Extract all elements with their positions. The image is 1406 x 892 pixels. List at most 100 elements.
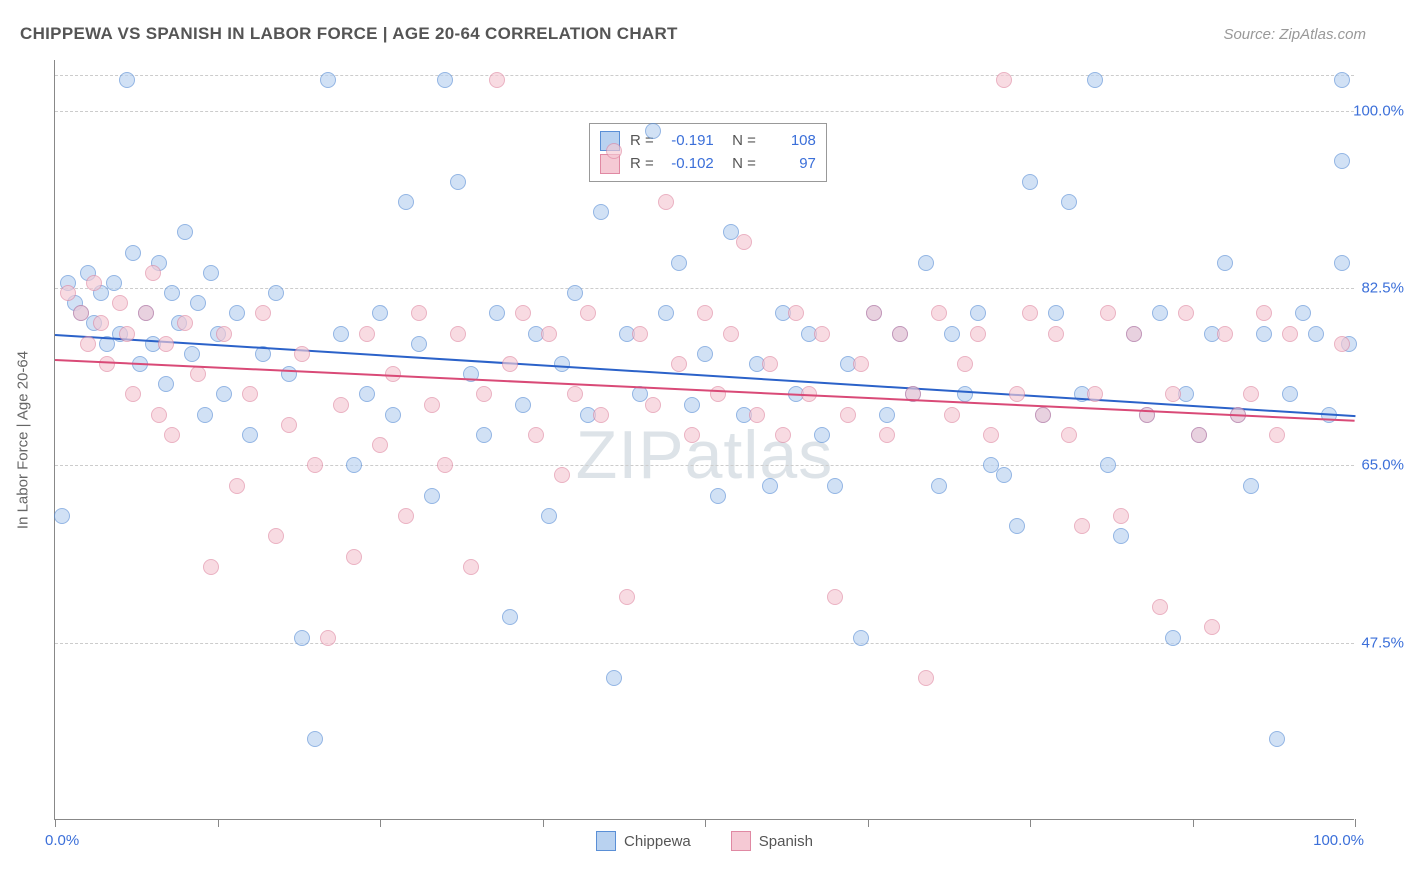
scatter-point <box>1126 326 1142 342</box>
scatter-point <box>138 305 154 321</box>
x-axis-tick <box>380 819 381 827</box>
scatter-point <box>1100 305 1116 321</box>
scatter-point <box>632 326 648 342</box>
n-label: N = <box>724 130 756 153</box>
scatter-point <box>970 326 986 342</box>
scatter-point <box>1022 174 1038 190</box>
scatter-point <box>567 386 583 402</box>
r-value: -0.102 <box>664 153 714 176</box>
scatter-point <box>1334 336 1350 352</box>
scatter-point <box>372 305 388 321</box>
scatter-point <box>827 589 843 605</box>
scatter-point <box>762 356 778 372</box>
scatter-point <box>931 478 947 494</box>
scatter-point <box>1282 386 1298 402</box>
scatter-point <box>1204 619 1220 635</box>
y-axis-tick-label: 100.0% <box>1353 102 1404 119</box>
scatter-point <box>541 508 557 524</box>
scatter-point <box>203 559 219 575</box>
y-axis-tick-label: 47.5% <box>1361 634 1404 651</box>
scatter-point <box>476 427 492 443</box>
scatter-point <box>580 305 596 321</box>
legend-item: Chippewa <box>596 831 691 851</box>
scatter-point <box>1282 326 1298 342</box>
scatter-point <box>918 670 934 686</box>
scatter-point <box>112 295 128 311</box>
scatter-point <box>671 356 687 372</box>
scatter-point <box>346 549 362 565</box>
scatter-point <box>619 589 635 605</box>
scatter-point <box>1100 457 1116 473</box>
scatter-point <box>177 224 193 240</box>
scatter-point <box>281 366 297 382</box>
scatter-point <box>184 346 200 362</box>
scatter-point <box>684 397 700 413</box>
x-axis-tick <box>55 819 56 827</box>
scatter-point <box>879 427 895 443</box>
scatter-point <box>957 386 973 402</box>
scatter-point <box>788 305 804 321</box>
scatter-point <box>853 356 869 372</box>
scatter-point <box>710 488 726 504</box>
scatter-point <box>671 255 687 271</box>
scatter-point <box>229 305 245 321</box>
scatter-point <box>268 285 284 301</box>
scatter-point <box>658 305 674 321</box>
scatter-point <box>515 305 531 321</box>
source-attribution: Source: ZipAtlas.com <box>1223 26 1366 43</box>
scatter-point <box>333 397 349 413</box>
scatter-point <box>775 427 791 443</box>
scatter-point <box>151 407 167 423</box>
legend-label: Chippewa <box>624 833 691 850</box>
n-value: 108 <box>766 130 816 153</box>
scatter-point <box>164 427 180 443</box>
scatter-point <box>1061 194 1077 210</box>
x-axis-tick <box>1355 819 1356 827</box>
legend-swatch <box>731 831 751 851</box>
x-axis-tick <box>1030 819 1031 827</box>
scatter-point <box>1061 427 1077 443</box>
scatter-point <box>346 457 362 473</box>
scatter-point <box>1191 427 1207 443</box>
scatter-point <box>307 731 323 747</box>
scatter-point <box>645 397 661 413</box>
scatter-point <box>320 630 336 646</box>
scatter-point <box>106 275 122 291</box>
scatter-point <box>385 407 401 423</box>
scatter-point <box>216 326 232 342</box>
y-axis-title: In Labor Force | Age 20-64 <box>15 350 32 528</box>
scatter-point <box>515 397 531 413</box>
scatter-point <box>145 265 161 281</box>
scatter-point <box>125 386 141 402</box>
legend-swatch <box>596 831 616 851</box>
scatter-point <box>827 478 843 494</box>
scatter-point <box>931 305 947 321</box>
gridline <box>55 75 1354 76</box>
scatter-point <box>307 457 323 473</box>
scatter-point <box>1295 305 1311 321</box>
scatter-point <box>983 427 999 443</box>
scatter-point <box>1256 305 1272 321</box>
chart-title: CHIPPEWA VS SPANISH IN LABOR FORCE | AGE… <box>20 24 678 44</box>
scatter-point <box>333 326 349 342</box>
scatter-point <box>840 407 856 423</box>
scatter-point <box>1048 326 1064 342</box>
scatter-point <box>684 427 700 443</box>
scatter-point <box>1152 599 1168 615</box>
scatter-point <box>450 326 466 342</box>
scatter-point <box>229 478 245 494</box>
scatter-point <box>658 194 674 210</box>
n-label: N = <box>724 153 756 176</box>
scatter-point <box>892 326 908 342</box>
scatter-point <box>242 427 258 443</box>
gridline <box>55 111 1354 112</box>
legend-stats-row: R =-0.191 N =108 <box>600 130 816 153</box>
scatter-point <box>450 174 466 190</box>
scatter-point <box>216 386 232 402</box>
scatter-point <box>697 305 713 321</box>
scatter-point <box>1152 305 1168 321</box>
scatter-point <box>957 356 973 372</box>
scatter-point <box>424 397 440 413</box>
scatter-point <box>424 488 440 504</box>
scatter-point <box>86 275 102 291</box>
